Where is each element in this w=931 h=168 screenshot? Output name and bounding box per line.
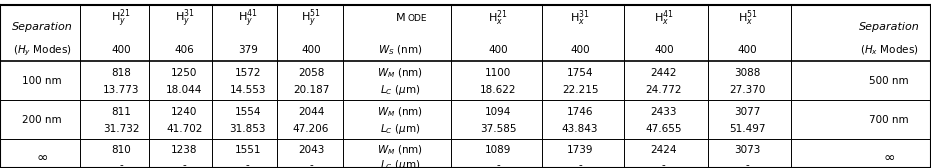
Text: ($H_y$ Modes): ($H_y$ Modes) bbox=[13, 43, 71, 58]
Text: -: - bbox=[578, 160, 582, 168]
Text: $W_M$ (nm): $W_M$ (nm) bbox=[377, 66, 424, 80]
Text: 14.553: 14.553 bbox=[229, 85, 266, 95]
Text: 1240: 1240 bbox=[171, 107, 197, 117]
Text: -: - bbox=[246, 160, 250, 168]
Text: 1094: 1094 bbox=[485, 107, 511, 117]
Text: 20.187: 20.187 bbox=[292, 85, 330, 95]
Text: M: M bbox=[396, 13, 405, 24]
Text: 2442: 2442 bbox=[651, 68, 677, 78]
Text: 400: 400 bbox=[301, 45, 321, 55]
Text: 51.497: 51.497 bbox=[729, 123, 766, 134]
Text: 47.655: 47.655 bbox=[645, 123, 682, 134]
Text: 400: 400 bbox=[488, 45, 508, 55]
Text: $\mathregular{H}_y^{41}$: $\mathregular{H}_y^{41}$ bbox=[237, 7, 258, 30]
Text: 47.206: 47.206 bbox=[292, 123, 330, 134]
Text: $L_C$ ($\mu$m): $L_C$ ($\mu$m) bbox=[380, 121, 421, 136]
Text: 200 nm: 200 nm bbox=[22, 115, 61, 125]
Text: ∞: ∞ bbox=[884, 151, 895, 165]
Text: $W_M$ (nm): $W_M$ (nm) bbox=[377, 144, 424, 157]
Text: 1739: 1739 bbox=[567, 145, 593, 155]
Text: ODE: ODE bbox=[408, 14, 426, 23]
Text: 41.702: 41.702 bbox=[166, 123, 203, 134]
Text: 1089: 1089 bbox=[485, 145, 511, 155]
Text: $\mathregular{H}_y^{31}$: $\mathregular{H}_y^{31}$ bbox=[174, 7, 195, 30]
Text: 18.044: 18.044 bbox=[166, 85, 203, 95]
Text: 400: 400 bbox=[654, 45, 674, 55]
Text: 2424: 2424 bbox=[651, 145, 677, 155]
Text: 400: 400 bbox=[570, 45, 590, 55]
Text: 818: 818 bbox=[111, 68, 131, 78]
Text: 500 nm: 500 nm bbox=[870, 76, 909, 87]
Text: 1551: 1551 bbox=[235, 145, 261, 155]
Text: 1250: 1250 bbox=[171, 68, 197, 78]
Text: 18.622: 18.622 bbox=[479, 85, 517, 95]
Text: 3073: 3073 bbox=[735, 145, 761, 155]
Text: 1572: 1572 bbox=[235, 68, 261, 78]
Text: ($H_x$ Modes): ($H_x$ Modes) bbox=[860, 44, 918, 57]
Text: 31.853: 31.853 bbox=[229, 123, 266, 134]
Text: -: - bbox=[182, 160, 186, 168]
Text: 400: 400 bbox=[111, 45, 131, 55]
Text: 3077: 3077 bbox=[735, 107, 761, 117]
Text: $L_C$ ($\mu$m): $L_C$ ($\mu$m) bbox=[380, 83, 421, 97]
Text: $L_C$ ($\mu$m): $L_C$ ($\mu$m) bbox=[380, 158, 421, 168]
Text: Separation: Separation bbox=[858, 22, 920, 32]
Text: 2043: 2043 bbox=[298, 145, 324, 155]
Text: 2433: 2433 bbox=[651, 107, 677, 117]
Text: $\mathregular{H}_x^{41}$: $\mathregular{H}_x^{41}$ bbox=[654, 9, 674, 28]
Text: 22.215: 22.215 bbox=[561, 85, 599, 95]
Text: 1238: 1238 bbox=[171, 145, 197, 155]
Text: -: - bbox=[309, 160, 313, 168]
Text: 3088: 3088 bbox=[735, 68, 761, 78]
Text: 37.585: 37.585 bbox=[479, 123, 517, 134]
Text: Separation: Separation bbox=[11, 22, 73, 32]
Text: ∞: ∞ bbox=[36, 151, 47, 165]
Text: 100 nm: 100 nm bbox=[22, 76, 61, 87]
Text: $W_S$ (nm): $W_S$ (nm) bbox=[378, 44, 423, 57]
Text: 1746: 1746 bbox=[567, 107, 593, 117]
Text: 2044: 2044 bbox=[298, 107, 324, 117]
Text: $\mathregular{H}_x^{31}$: $\mathregular{H}_x^{31}$ bbox=[570, 9, 590, 28]
Text: $W_M$ (nm): $W_M$ (nm) bbox=[377, 105, 424, 118]
Text: 400: 400 bbox=[737, 45, 758, 55]
Text: 43.843: 43.843 bbox=[561, 123, 599, 134]
Text: 379: 379 bbox=[237, 45, 258, 55]
Text: 811: 811 bbox=[111, 107, 131, 117]
Text: 24.772: 24.772 bbox=[645, 85, 682, 95]
Text: 810: 810 bbox=[111, 145, 131, 155]
Text: 2058: 2058 bbox=[298, 68, 324, 78]
Text: 1554: 1554 bbox=[235, 107, 261, 117]
Text: 1754: 1754 bbox=[567, 68, 593, 78]
Text: 700 nm: 700 nm bbox=[870, 115, 909, 125]
Text: $\mathregular{H}_y^{21}$: $\mathregular{H}_y^{21}$ bbox=[111, 7, 131, 30]
Text: -: - bbox=[662, 160, 666, 168]
Text: 406: 406 bbox=[174, 45, 195, 55]
Text: -: - bbox=[119, 160, 123, 168]
Text: 13.773: 13.773 bbox=[102, 85, 140, 95]
Text: $\mathregular{H}_x^{51}$: $\mathregular{H}_x^{51}$ bbox=[737, 9, 758, 28]
Text: $\mathregular{H}_x^{21}$: $\mathregular{H}_x^{21}$ bbox=[488, 9, 508, 28]
Text: $\mathregular{H}_y^{51}$: $\mathregular{H}_y^{51}$ bbox=[301, 7, 321, 30]
Text: -: - bbox=[496, 160, 500, 168]
Text: 27.370: 27.370 bbox=[729, 85, 766, 95]
Text: 1100: 1100 bbox=[485, 68, 511, 78]
Text: 31.732: 31.732 bbox=[102, 123, 140, 134]
Text: -: - bbox=[746, 160, 749, 168]
